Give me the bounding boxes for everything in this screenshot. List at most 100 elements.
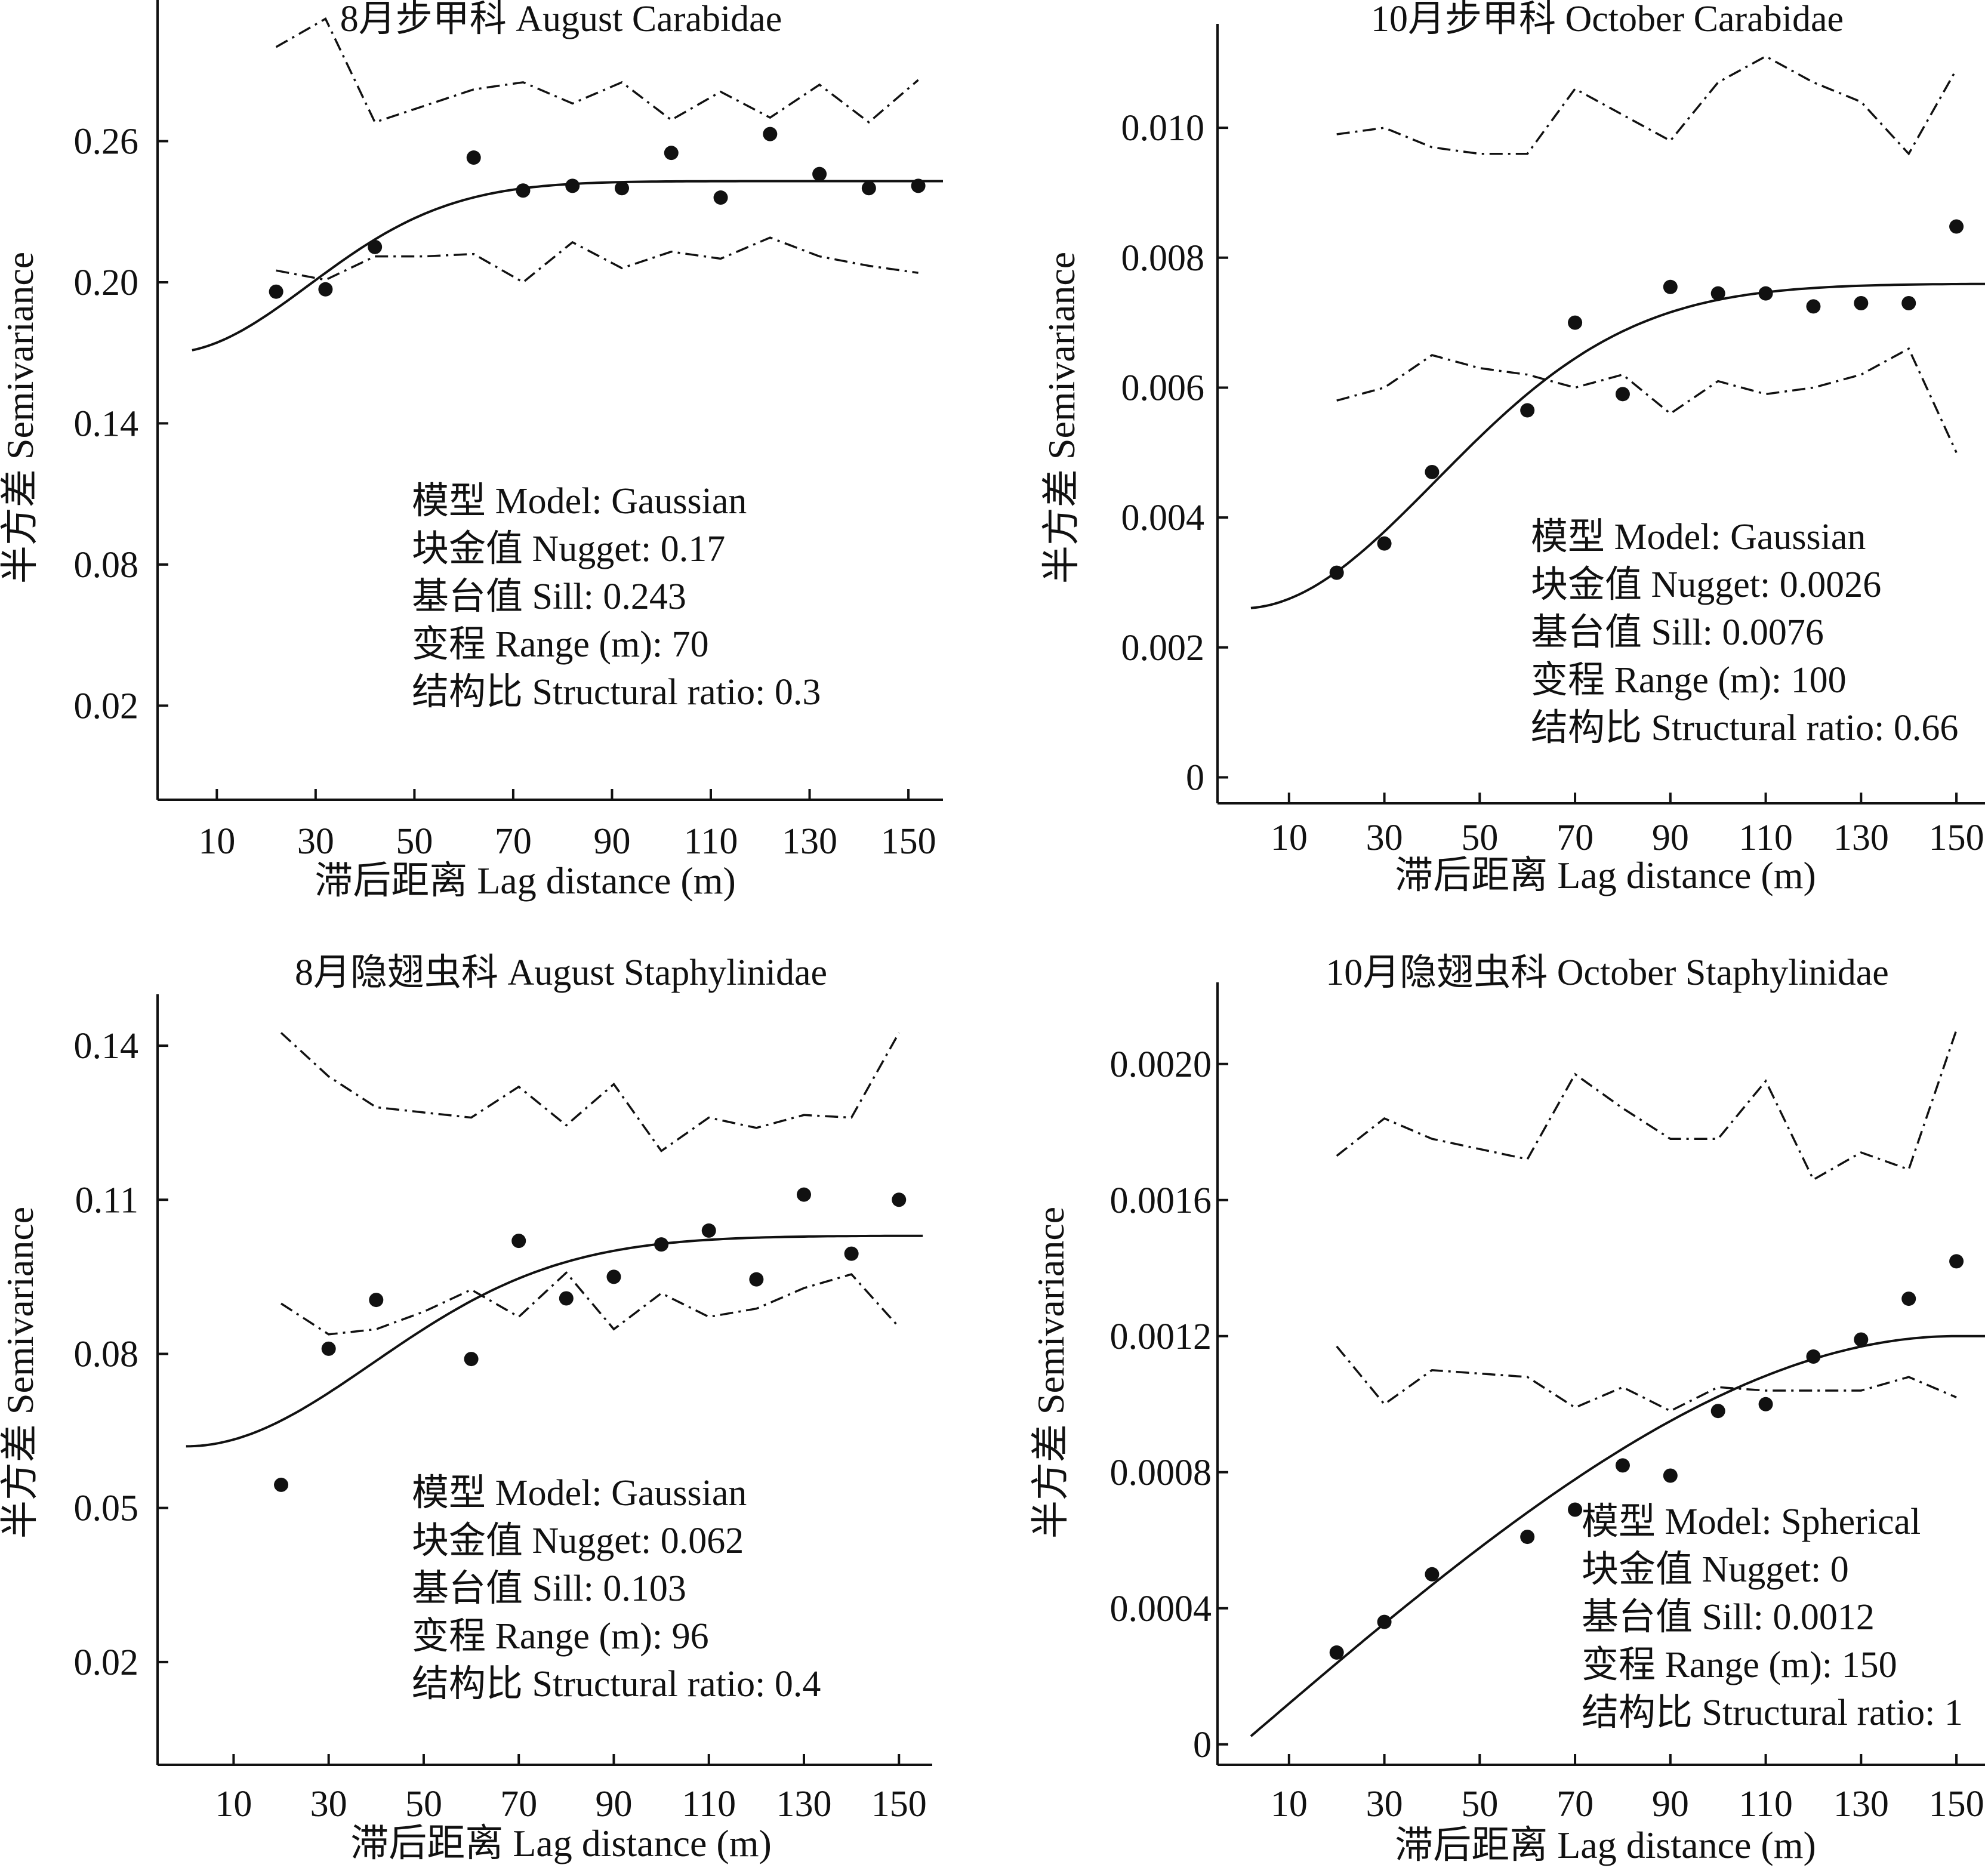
x-tick-label: 70 (495, 821, 532, 862)
data-point (664, 146, 679, 161)
x-tick-label: 90 (1652, 1784, 1689, 1824)
data-point (1615, 1458, 1630, 1473)
model-annotation-line: 块金值 Nugget: 0.17 (412, 529, 725, 569)
model-annotation-line: 模型 Model: Gaussian (412, 1473, 747, 1514)
data-point (713, 190, 728, 205)
data-point (1520, 403, 1535, 418)
y-tick-label: 0.26 (74, 121, 139, 162)
data-point (511, 1234, 526, 1249)
data-point (1758, 286, 1773, 301)
data-point (1425, 1567, 1440, 1582)
y-tick-label: 0.006 (1121, 368, 1205, 408)
data-point (321, 1341, 336, 1356)
y-axis-label: 半方差 Semivariance (0, 1207, 41, 1539)
x-tick-label: 30 (1366, 818, 1403, 858)
model-annotation-line: 基台值 Sill: 0.0012 (1582, 1597, 1875, 1638)
y-tick-label: 0.0020 (1110, 1044, 1212, 1085)
data-point (1520, 1530, 1535, 1545)
y-tick-label: 0.02 (74, 1642, 139, 1683)
chart-title: 10月隐翅虫科 October Staphylinidae (1326, 953, 1889, 993)
y-tick-label: 0.02 (74, 686, 139, 726)
data-point (369, 1293, 384, 1308)
model-annotation-line: 基台值 Sill: 0.103 (412, 1568, 686, 1609)
data-point (318, 282, 333, 297)
data-point (466, 150, 481, 165)
x-tick-label: 70 (500, 1784, 537, 1824)
y-tick-label: 0.004 (1121, 498, 1205, 538)
data-point (1901, 295, 1916, 310)
x-tick-label: 50 (1461, 1784, 1498, 1824)
data-point (1710, 1404, 1725, 1419)
model-annotation-line: 结构比 Structural ratio: 0.4 (412, 1664, 821, 1705)
x-tick-label: 10 (215, 1784, 252, 1824)
y-tick-label: 0.08 (74, 1334, 139, 1374)
data-point (1901, 1292, 1916, 1306)
x-tick-label: 150 (1929, 1784, 1984, 1824)
data-point (1425, 464, 1440, 479)
model-annotation-line: 基台值 Sill: 0.0076 (1531, 612, 1824, 653)
x-tick-label: 110 (682, 1784, 736, 1824)
model-annotation-line: 结构比 Structural ratio: 1 (1582, 1693, 1963, 1733)
model-curve (192, 180, 943, 352)
upper-envelope-line (1336, 1030, 1958, 1182)
y-tick-label: 0.010 (1121, 108, 1205, 149)
chart-panel-4: 10 30 50 70 90 110 130 150 0 0.0004 0.0008 0.0012 0.… (1030, 953, 1985, 1866)
model-annotation-line: 变程 Range (m): 100 (1531, 660, 1847, 701)
x-axis-label: 滞后距离 Lag distance (m) (1395, 1824, 1816, 1866)
y-tick-label: 0.0008 (1110, 1453, 1212, 1493)
x-tick-label: 130 (776, 1784, 831, 1824)
x-tick-label: 150 (871, 1784, 927, 1824)
upper-envelope-line (1336, 55, 1958, 156)
x-tick-label: 90 (593, 821, 630, 862)
data-point (749, 1272, 764, 1287)
data-point (368, 239, 383, 254)
y-axis-label: 半方差 Semivariance (0, 252, 41, 584)
data-point (1806, 299, 1821, 314)
x-tick-label: 70 (1557, 818, 1594, 858)
x-tick-label: 110 (1739, 818, 1793, 858)
model-annotation-line: 模型 Model: Gaussian (412, 481, 747, 522)
data-point (796, 1187, 811, 1202)
data-point (892, 1192, 907, 1207)
data-point (464, 1352, 479, 1367)
data-point (1377, 1614, 1392, 1629)
model-annotation-line: 块金值 Nugget: 0.0026 (1531, 565, 1881, 605)
chart-panel-3: 10 30 50 70 90 110 130 150 0.02 0.05 0.08 0.11 0.14 8… (0, 953, 932, 1864)
data-point (1329, 1645, 1344, 1660)
x-axis-label: 滞后距离 Lag distance (m) (350, 1822, 772, 1864)
x-tick-label: 30 (1366, 1784, 1403, 1824)
model-annotation-line: 变程 Range (m): 150 (1582, 1645, 1897, 1685)
data-point (606, 1269, 621, 1284)
data-point (1710, 286, 1725, 301)
data-point (1854, 295, 1869, 310)
y-tick-label: 0.0004 (1110, 1589, 1212, 1629)
data-point (812, 167, 827, 181)
data-point (1663, 279, 1678, 294)
chart-title: 8月隐翅虫科 August Staphylinidae (295, 953, 827, 993)
lower-envelope-line (276, 236, 919, 284)
lower-envelope-line (1336, 347, 1958, 454)
chart-panel-1: 10 30 50 70 90 110 130 150 0.02 0.08 0.14 0.20 0.26 8… (0, 0, 943, 902)
data-point (1949, 1254, 1964, 1269)
data-point (861, 181, 876, 196)
x-tick-label: 130 (1833, 1784, 1889, 1824)
y-tick-label: 0 (1186, 757, 1204, 798)
model-annotation-line: 变程 Range (m): 70 (412, 624, 709, 665)
data-point (1949, 219, 1964, 234)
model-annotation-line: 变程 Range (m): 96 (412, 1616, 709, 1657)
x-tick-label: 150 (881, 821, 936, 862)
model-annotation-line: 结构比 Structural ratio: 0.3 (412, 672, 821, 713)
data-point (565, 178, 580, 193)
model-annotation-line: 模型 Model: Gaussian (1531, 517, 1866, 557)
x-tick-label: 130 (1833, 818, 1889, 858)
x-tick-label: 110 (684, 821, 738, 862)
x-tick-label: 10 (198, 821, 235, 862)
x-tick-label: 50 (1461, 818, 1498, 858)
x-tick-label: 110 (1739, 1784, 1793, 1824)
y-tick-label: 0.14 (74, 1026, 139, 1067)
y-axis-label: 半方差 Semivariance (1040, 252, 1083, 584)
y-tick-label: 0.11 (75, 1180, 138, 1220)
x-tick-label: 90 (1652, 818, 1689, 858)
